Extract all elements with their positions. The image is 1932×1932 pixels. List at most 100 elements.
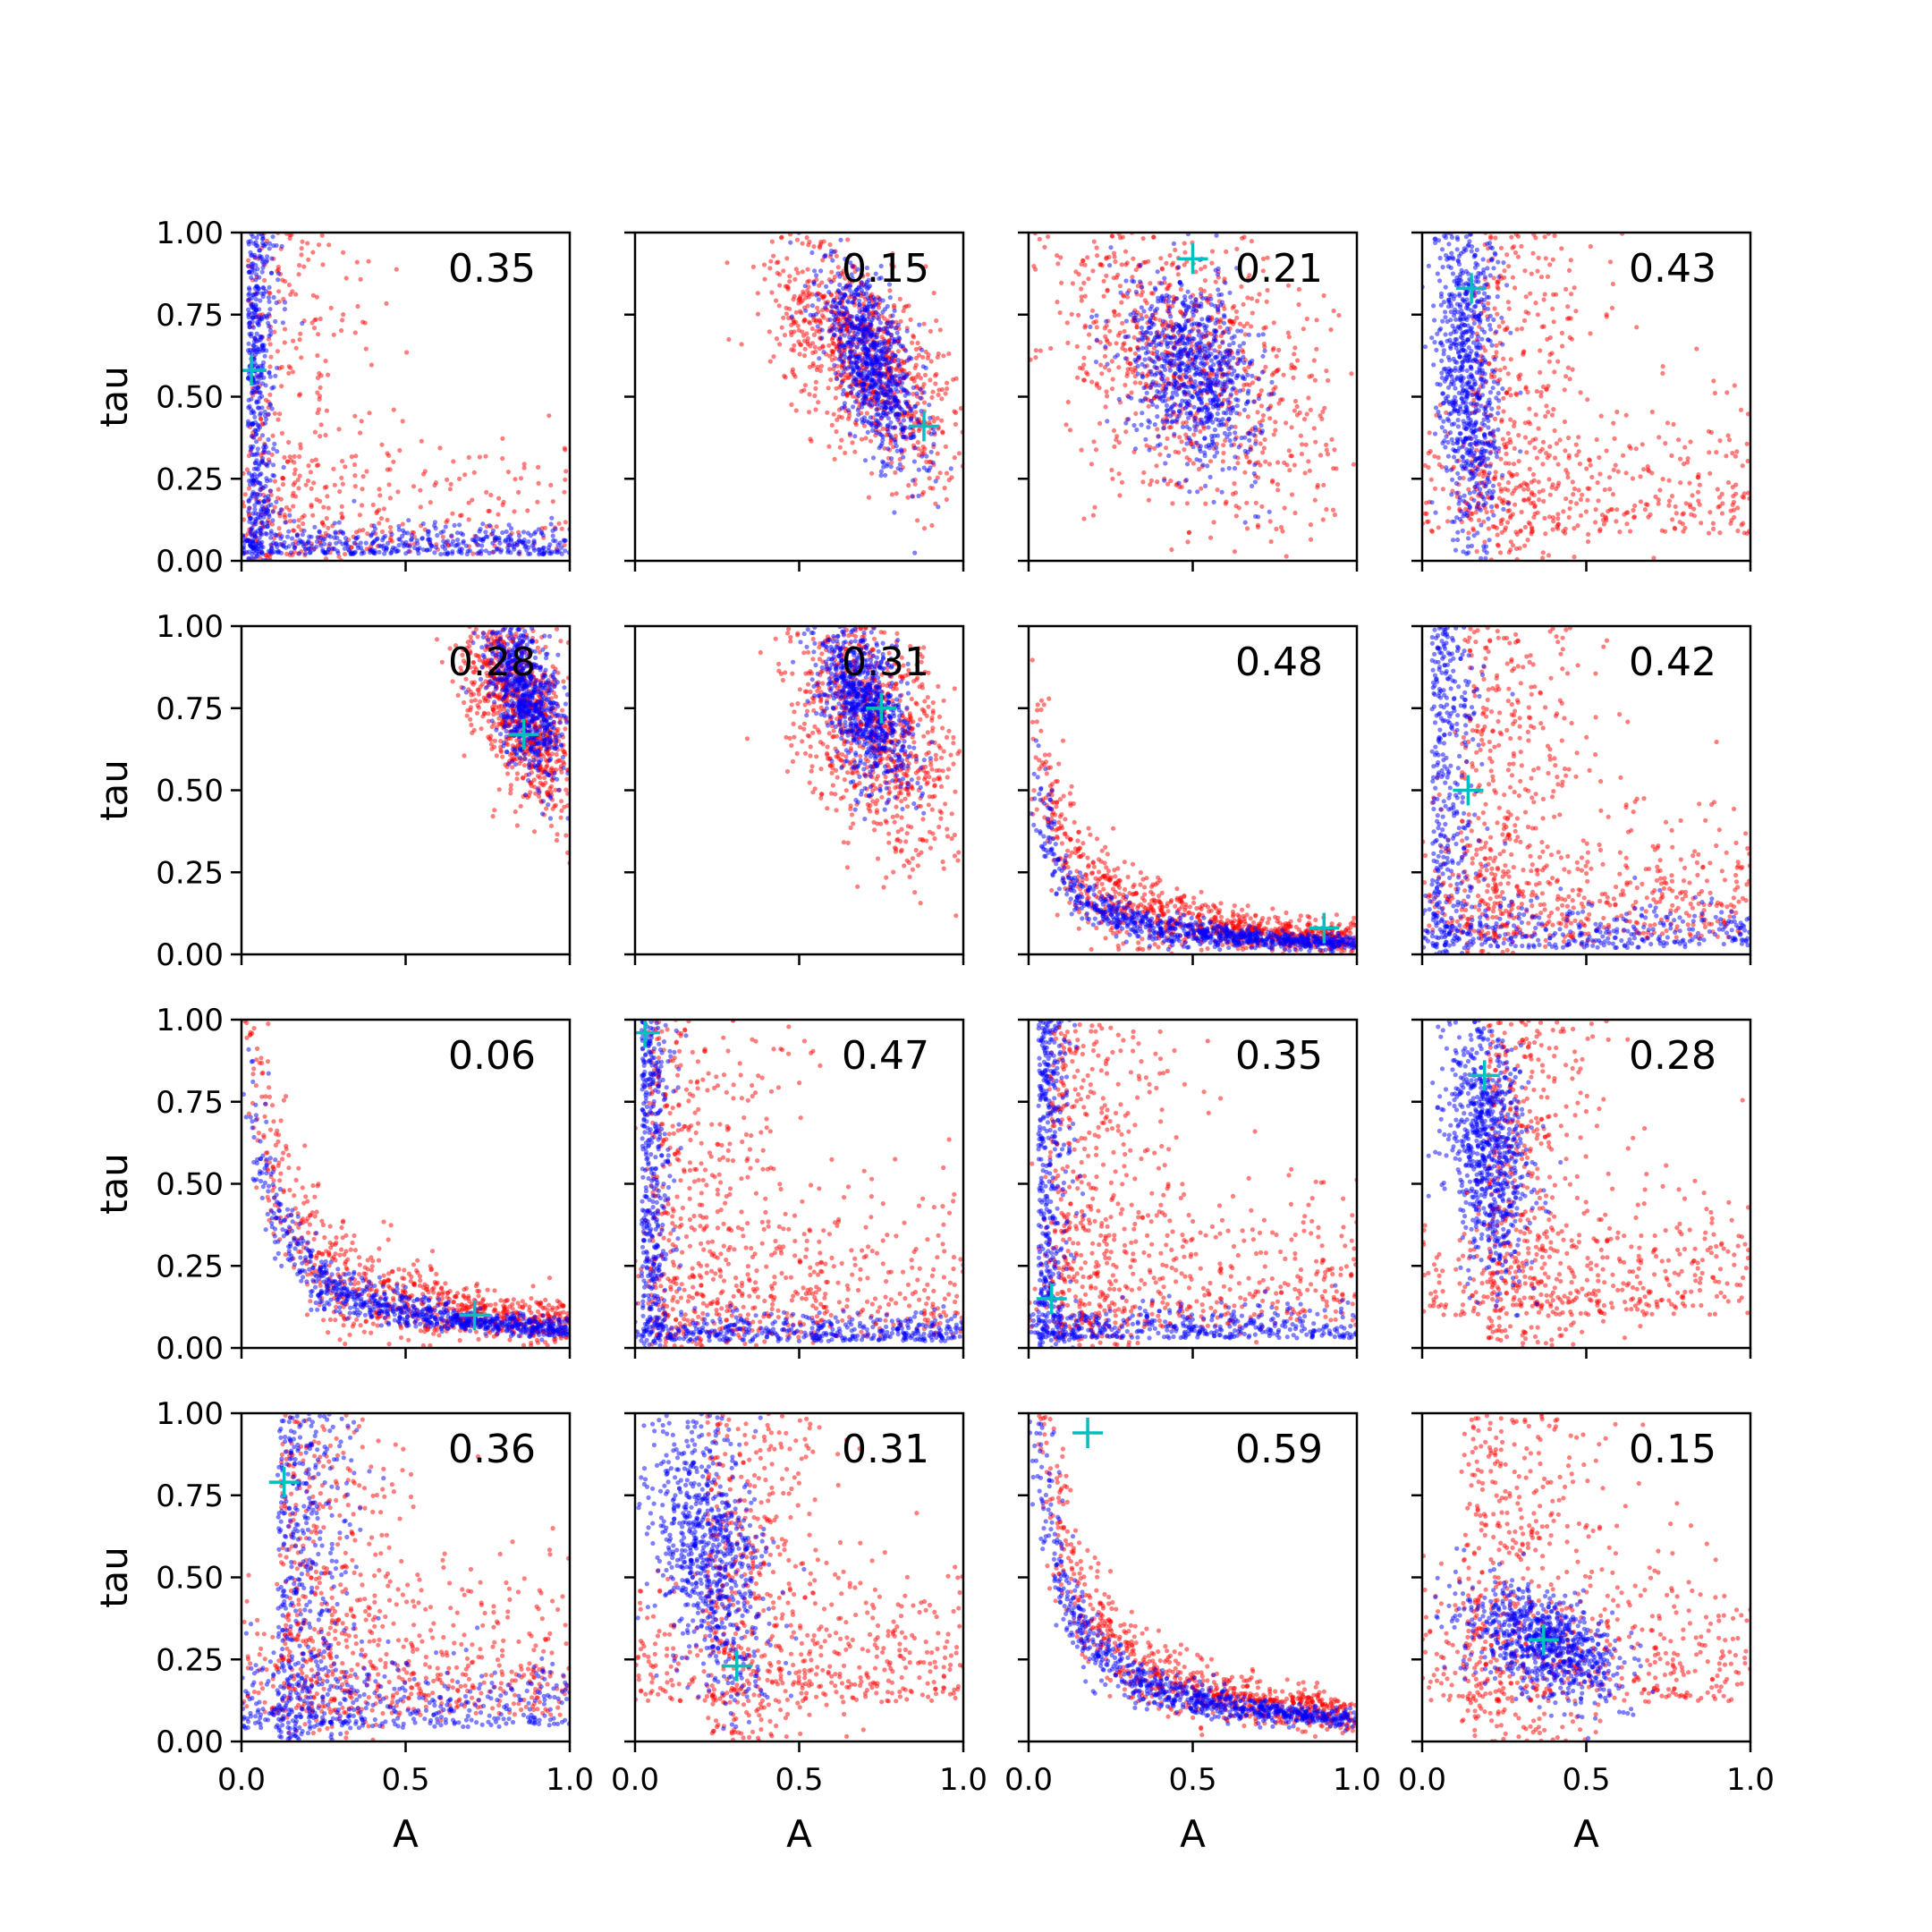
- red-series-point: [1059, 280, 1064, 285]
- red-series-point: [326, 525, 331, 530]
- red-series-point: [1159, 266, 1165, 271]
- blue-series-point: [1172, 358, 1177, 363]
- blue-series-point: [1174, 296, 1180, 301]
- red-series-point: [496, 496, 502, 501]
- blue-series-point: [1186, 304, 1191, 309]
- red-series-point: [805, 303, 810, 309]
- blue-series-point: [890, 313, 895, 318]
- blue-series-point: [490, 528, 496, 533]
- red-series-point: [796, 297, 801, 302]
- blue-series-point: [1152, 335, 1158, 340]
- red-series-point: [1326, 377, 1331, 383]
- blue-series-point: [336, 520, 342, 525]
- red-series-point: [308, 470, 313, 475]
- red-series-point: [1233, 424, 1238, 429]
- red-series-point: [1090, 513, 1096, 518]
- red-series-point: [1313, 439, 1318, 445]
- red-series-point: [365, 531, 370, 537]
- red-series-point: [1245, 414, 1250, 419]
- red-series-point: [1104, 323, 1109, 328]
- blue-series-point: [821, 350, 826, 355]
- blue-series-point: [888, 464, 894, 470]
- blue-series-point: [1170, 328, 1175, 334]
- blue-series-point: [553, 538, 558, 544]
- blue-series-point: [249, 396, 254, 402]
- blue-series-point: [1173, 361, 1178, 367]
- red-series-point: [774, 336, 780, 342]
- red-series-point: [832, 275, 837, 280]
- red-series-point: [1287, 468, 1292, 473]
- red-series-point: [518, 476, 524, 481]
- blue-series-point: [452, 522, 457, 529]
- red-series-point: [1739, 522, 1744, 528]
- red-series-point: [1315, 485, 1320, 490]
- blue-series-point: [258, 509, 264, 514]
- blue-series-point: [875, 419, 880, 424]
- red-series-point: [784, 305, 789, 310]
- blue-series-point: [250, 315, 255, 320]
- blue-series-point: [1216, 292, 1222, 298]
- red-series-point: [789, 332, 794, 337]
- red-series-point: [437, 445, 443, 451]
- red-series-point: [310, 292, 316, 298]
- red-series-point: [1103, 334, 1108, 339]
- red-series-point: [935, 416, 940, 421]
- red-series-point: [1321, 292, 1326, 299]
- blue-series-point: [856, 336, 861, 342]
- red-series-point: [400, 419, 405, 424]
- red-series-point: [1540, 384, 1546, 389]
- blue-series-point: [1258, 423, 1264, 428]
- red-series-point: [339, 327, 344, 334]
- red-series-point: [377, 493, 383, 498]
- red-series-point: [1123, 429, 1129, 435]
- blue-series-point: [909, 435, 914, 441]
- red-series-point: [1182, 447, 1187, 453]
- blue-series-point: [892, 339, 897, 344]
- blue-series-point: [254, 235, 259, 241]
- blue-series-point: [876, 411, 881, 417]
- blue-series-point: [1140, 284, 1145, 290]
- blue-series-point: [867, 301, 872, 307]
- red-series-point: [1048, 345, 1054, 352]
- blue-series-point: [487, 550, 492, 556]
- red-series-point: [349, 454, 354, 460]
- blue-series-point: [257, 472, 263, 478]
- blue-series-point: [302, 551, 309, 556]
- blue-series-point: [249, 261, 254, 267]
- blue-series-point: [262, 499, 267, 504]
- red-series-point: [470, 551, 476, 556]
- red-series-point: [1179, 309, 1184, 316]
- blue-series-point: [877, 394, 882, 400]
- red-series-point: [1716, 504, 1721, 510]
- blue-series-point: [1227, 358, 1233, 363]
- red-series-point: [1696, 475, 1701, 480]
- red-series-point: [1232, 549, 1237, 555]
- blue-series-point: [377, 549, 382, 555]
- blue-series-point: [808, 312, 813, 318]
- blue-series-point: [283, 520, 288, 525]
- blue-series-point: [246, 341, 251, 346]
- blue-series-point: [1131, 422, 1137, 428]
- blue-series-point: [1176, 413, 1182, 419]
- blue-series-point: [1190, 361, 1195, 367]
- blue-series-point: [916, 493, 921, 499]
- red-series-point: [360, 503, 365, 508]
- blue-series-point: [865, 373, 870, 378]
- red-series-point: [1530, 250, 1536, 256]
- blue-series-point: [327, 541, 333, 547]
- red-series-point: [1551, 319, 1556, 325]
- red-series-point: [1244, 526, 1250, 531]
- blue-series-point: [837, 282, 843, 287]
- red-series-point: [297, 337, 302, 343]
- red-series-point: [1089, 379, 1095, 385]
- blue-series-point: [259, 551, 265, 556]
- blue-series-point: [282, 300, 288, 305]
- blue-series-point: [825, 301, 830, 307]
- red-series-point: [387, 496, 393, 501]
- blue-series-point: [267, 478, 273, 483]
- red-series-point: [1202, 278, 1208, 284]
- red-series-point: [288, 518, 293, 524]
- blue-series-point: [895, 357, 901, 363]
- blue-series-point: [1118, 290, 1123, 295]
- blue-series-point: [500, 530, 505, 536]
